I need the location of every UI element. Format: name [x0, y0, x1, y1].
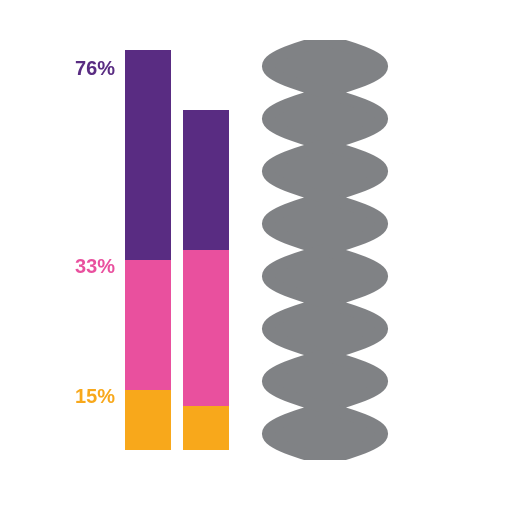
bar-segment-yellow: [125, 390, 171, 450]
bar-segment-yellow: [183, 406, 229, 450]
value-label-yellow: 15%: [75, 386, 125, 409]
bar-segment-purple: [125, 50, 171, 260]
value-label-pink: 33%: [75, 256, 125, 279]
bar-segment-pink: [125, 260, 171, 390]
bar-segment-pink: [183, 250, 229, 406]
bar-column-2: [183, 110, 229, 450]
bar-segment-purple: [183, 110, 229, 250]
infographic-canvas: 76% 33% 15%: [0, 0, 512, 512]
value-label-purple: 76%: [75, 58, 125, 81]
bar-column-1: [125, 50, 171, 450]
dna-helix-icon: [260, 40, 390, 460]
